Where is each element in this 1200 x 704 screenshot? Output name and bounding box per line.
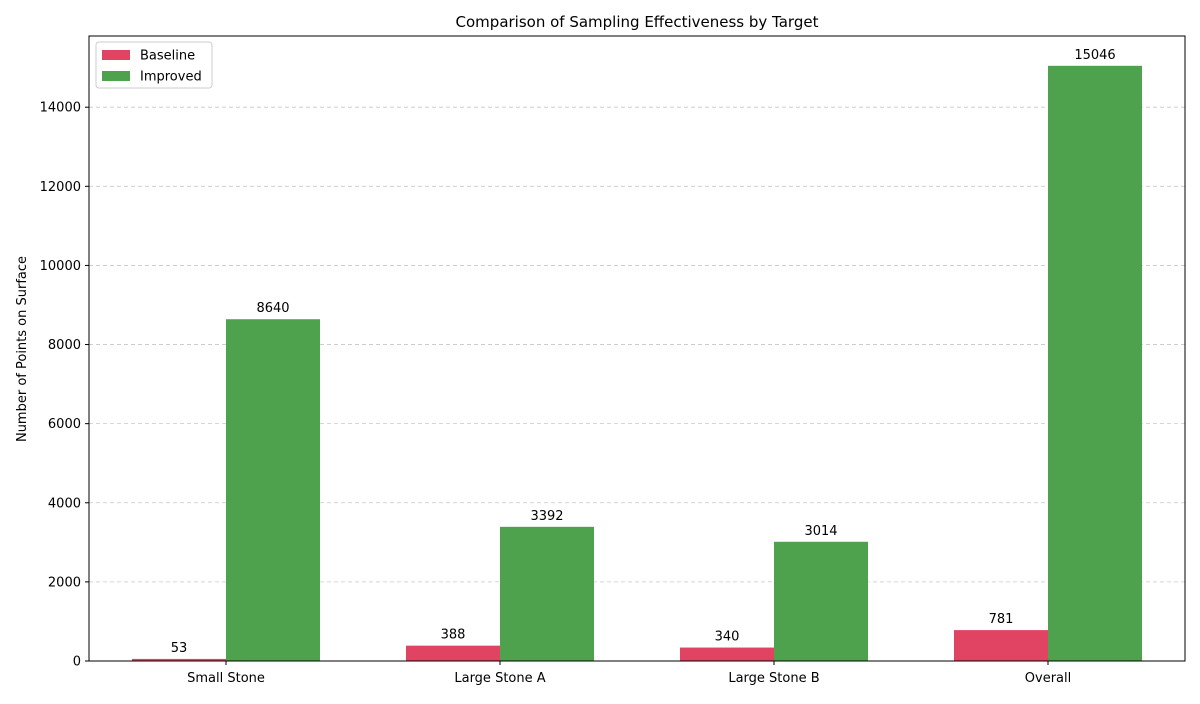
bar-baseline [680, 647, 774, 661]
data-label: 15046 [1074, 48, 1115, 63]
bar-improved [500, 526, 594, 661]
y-tick-label: 4000 [48, 496, 81, 511]
legend-label-improved: Improved [140, 70, 202, 85]
legend-swatch-improved [102, 71, 130, 81]
bar-baseline [954, 630, 1048, 661]
x-tick-label: Large Stone A [454, 671, 545, 686]
y-tick-label: 0 [73, 655, 81, 670]
plot-frame [88, 35, 1186, 662]
bar-baseline [132, 658, 226, 661]
bar-improved [226, 319, 320, 661]
x-tick-label: Small Stone [187, 671, 265, 686]
data-label: 53 [171, 641, 188, 656]
y-tick-label: 14000 [40, 101, 81, 116]
x-tick-label: Large Stone B [728, 671, 819, 686]
data-label: 3392 [530, 509, 563, 524]
bars [132, 65, 1142, 662]
chart-title: Comparison of Sampling Effectiveness by … [456, 13, 819, 31]
y-tick-label: 10000 [40, 259, 81, 274]
legend-label-baseline: Baseline [140, 49, 195, 64]
data-label: 388 [441, 628, 466, 643]
axes: 0 2000 4000 6000 8000 10000 12000 14000 Small St… [40, 35, 1186, 686]
y-tick-label: 2000 [48, 575, 81, 590]
data-label: 340 [715, 630, 740, 645]
bar-improved [1048, 65, 1142, 662]
x-tick-label: Overall [1025, 671, 1071, 686]
y-axis-label: Number of Points on Surface [15, 256, 30, 442]
data-label: 8640 [256, 301, 289, 316]
legend-swatch-baseline [102, 50, 130, 60]
data-labels: 53 8640 388 3392 340 3014 781 15046 [171, 48, 1116, 656]
data-label: 781 [989, 612, 1014, 627]
y-tick-label: 6000 [48, 417, 81, 432]
y-tick-label: 8000 [48, 338, 81, 353]
legend: Baseline Improved [95, 41, 213, 89]
bar-improved [774, 541, 868, 661]
y-tick-label: 12000 [40, 180, 81, 195]
bar-baseline [406, 645, 500, 661]
data-label: 3014 [804, 524, 837, 539]
